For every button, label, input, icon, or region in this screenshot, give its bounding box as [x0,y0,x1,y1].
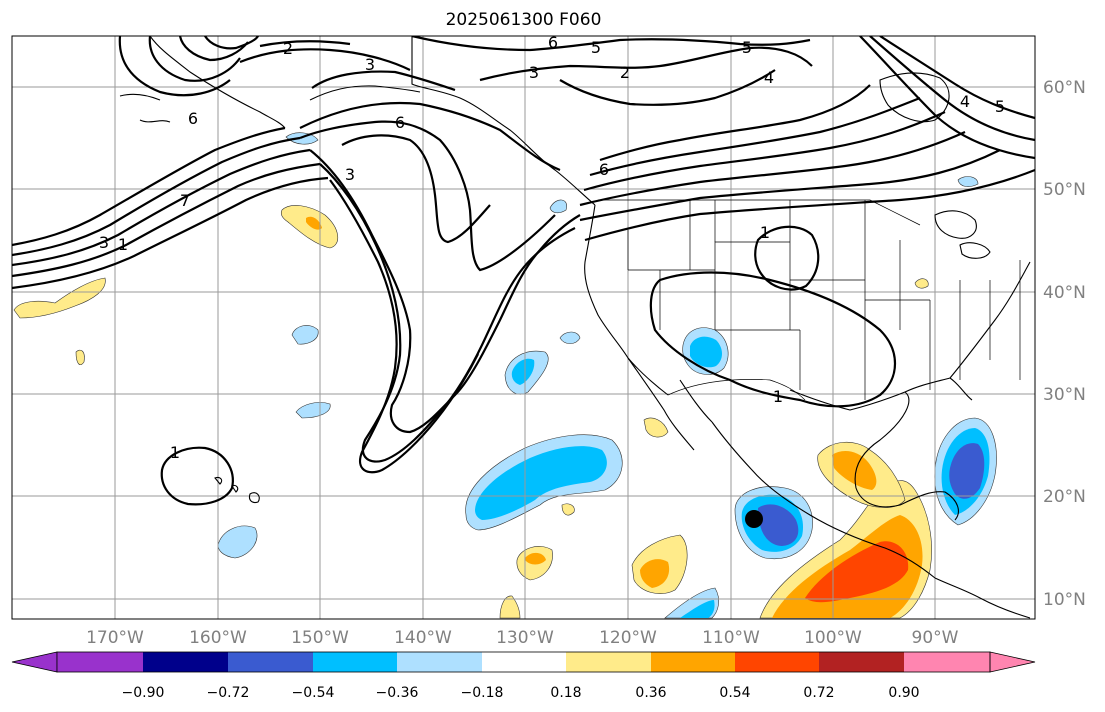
negative-anomaly-region [758,504,799,546]
colorbar-tick-label: −0.90 [122,685,165,701]
contour-label: 2 [283,39,293,58]
lon-label: 140°W [394,628,452,648]
contour-labels: 2 3 6 5 4 6 3 2 3 6 5 4 3 7 1 1 1 1 6 5 [99,33,1005,462]
positive-anomaly-region [75,349,85,365]
colorbar-swatch [482,652,566,672]
lon-label: 120°W [599,628,657,648]
map-title: 2025061300 F060 [445,10,602,30]
lat-label: 40°N [1043,283,1086,303]
contour-label: 7 [180,191,190,210]
negative-anomaly-region [475,446,607,520]
positive-anomaly-region [805,541,909,603]
colorbar-swatch [228,652,313,672]
positive-anomaly-region [643,417,669,438]
contour-label: 1 [170,443,180,462]
positive-anomaly-region [561,503,575,516]
colorbar-swatch [819,652,904,672]
lat-label: 30°N [1043,385,1086,405]
positive-anomaly-region [280,205,338,249]
storm-center-marker [745,510,763,528]
contour-label: 4 [960,92,970,111]
coastlines [119,36,1031,619]
shading-layer [13,132,997,619]
negative-anomaly-region [559,331,581,344]
lat-label: 10°N [1043,590,1086,610]
colorbar-tick-label: −0.18 [461,685,504,701]
positive-anomaly-region [525,552,546,565]
negative-anomaly-region [295,402,331,419]
contour-label: 4 [764,68,774,87]
contour-lines [12,36,1035,506]
colorbar-swatch [904,652,990,672]
negative-anomaly-region [949,443,985,499]
lat-label: 60°N [1043,78,1086,98]
negative-anomaly-region [690,336,722,368]
contour-label: 5 [742,38,752,57]
lon-label: 160°W [189,628,247,648]
positive-anomaly-region [640,559,670,588]
positive-anomaly-region [832,450,877,490]
contour-label: 6 [599,160,609,179]
contour-label: 6 [188,109,198,128]
contour-label: 6 [548,33,558,52]
colorbar-swatch [143,652,228,672]
colorbar-swatch [735,652,819,672]
colorbar-tick-label: 0.72 [803,685,834,701]
positive-anomaly-region [499,595,521,619]
lon-label: 150°W [291,628,349,648]
lon-label: 110°W [702,628,760,648]
contour-label: 5 [591,38,601,57]
longitude-labels: 170°W 160°W 150°W 140°W 130°W 120°W 110°… [86,628,959,648]
negative-anomaly-region [511,358,535,385]
positive-anomaly-region [914,278,929,289]
contour-label: 3 [529,63,539,82]
contour-label: 1 [773,387,783,406]
colorbar-tick-label: 0.36 [635,685,666,701]
colorbar-tick-label: 0.90 [888,685,919,701]
colorbar-extend-high [989,651,1036,673]
contour-label: 3 [345,165,355,184]
negative-anomaly-region [291,325,319,345]
colorbar-tick-label: −0.36 [376,685,419,701]
contour-label: 2 [620,63,630,82]
contour-label: 1 [118,235,128,254]
negative-anomaly-region [680,600,715,618]
colorbar-tick-label: −0.72 [207,685,250,701]
contour-label: 1 [760,223,770,242]
latitude-labels: 60°N 50°N 40°N 30°N 20°N 10°N [1043,78,1086,610]
graticule [12,36,1035,619]
contour-label: 3 [99,233,109,252]
positive-anomaly-region [306,216,322,230]
colorbar-tick-label: 0.54 [719,685,750,701]
lat-label: 20°N [1043,487,1086,507]
contour-label: 3 [365,55,375,74]
colorbar-swatch [566,652,651,672]
map-frame [11,35,1036,620]
colorbar-extend-low [11,651,58,673]
negative-anomaly-region [217,525,258,559]
contour-label: 6 [395,113,405,132]
colorbar: −0.90 −0.72 −0.54 −0.36 −0.18 0.18 0.36 … [11,651,1036,701]
lon-label: 90°W [912,628,959,648]
lon-label: 170°W [86,628,144,648]
colorbar-swatch [313,652,397,672]
contour-label: 5 [995,97,1005,116]
lon-label: 100°W [804,628,862,648]
colorbar-swatch [397,652,482,672]
colorbar-tick-label: 0.18 [550,685,581,701]
colorbar-frame [56,651,991,673]
negative-anomaly-region [285,132,319,145]
colorbar-tick-label: −0.54 [292,685,335,701]
positive-anomaly-region [13,277,106,319]
negative-anomaly-region [549,199,568,214]
lat-label: 50°N [1043,180,1086,200]
negative-anomaly-region [957,176,979,187]
colorbar-swatch [651,652,735,672]
lon-label: 130°W [496,628,554,648]
colorbar-swatch [57,652,143,672]
